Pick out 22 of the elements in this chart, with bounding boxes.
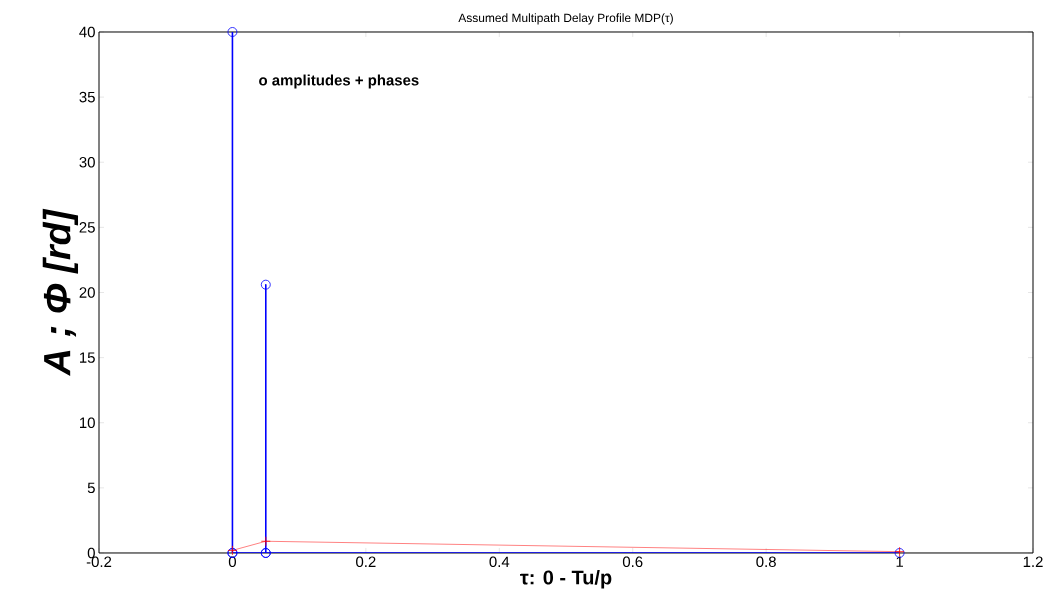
y-tick-label: 15 (80, 352, 95, 363)
x-tick-label: 1.2 (1023, 556, 1043, 567)
point (227, 27, 238, 37)
x-tick-label: 0.8 (756, 556, 776, 568)
point (260, 279, 271, 290)
y-tick-label: 5 (87, 482, 95, 494)
y-tick-label: 35 (79, 91, 95, 103)
x-tick-label: 0.4 (489, 556, 510, 568)
y-tick-label: 40 (79, 26, 95, 38)
y-tick-label: 20 (79, 287, 95, 298)
y-axis-title: A ; Φ [rd] (42, 208, 79, 377)
y-tick-label: 30 (79, 156, 95, 168)
x-tick-label: 0 (228, 556, 236, 568)
y-tick-label: 10 (80, 417, 95, 429)
x-tick-label: 0.2 (356, 556, 376, 568)
point (260, 536, 271, 547)
chart-title: Assumed Multipath Delay Profile MDP(τ) (458, 13, 673, 25)
annotation: o amplitudes + phases (259, 74, 419, 89)
x-tick-label: 1 (896, 556, 904, 567)
y-tick-label: 25 (79, 222, 95, 233)
x-tick-label: 0.6 (622, 556, 643, 568)
x-axis-title: τ: 0 - Tu/p (520, 569, 612, 589)
